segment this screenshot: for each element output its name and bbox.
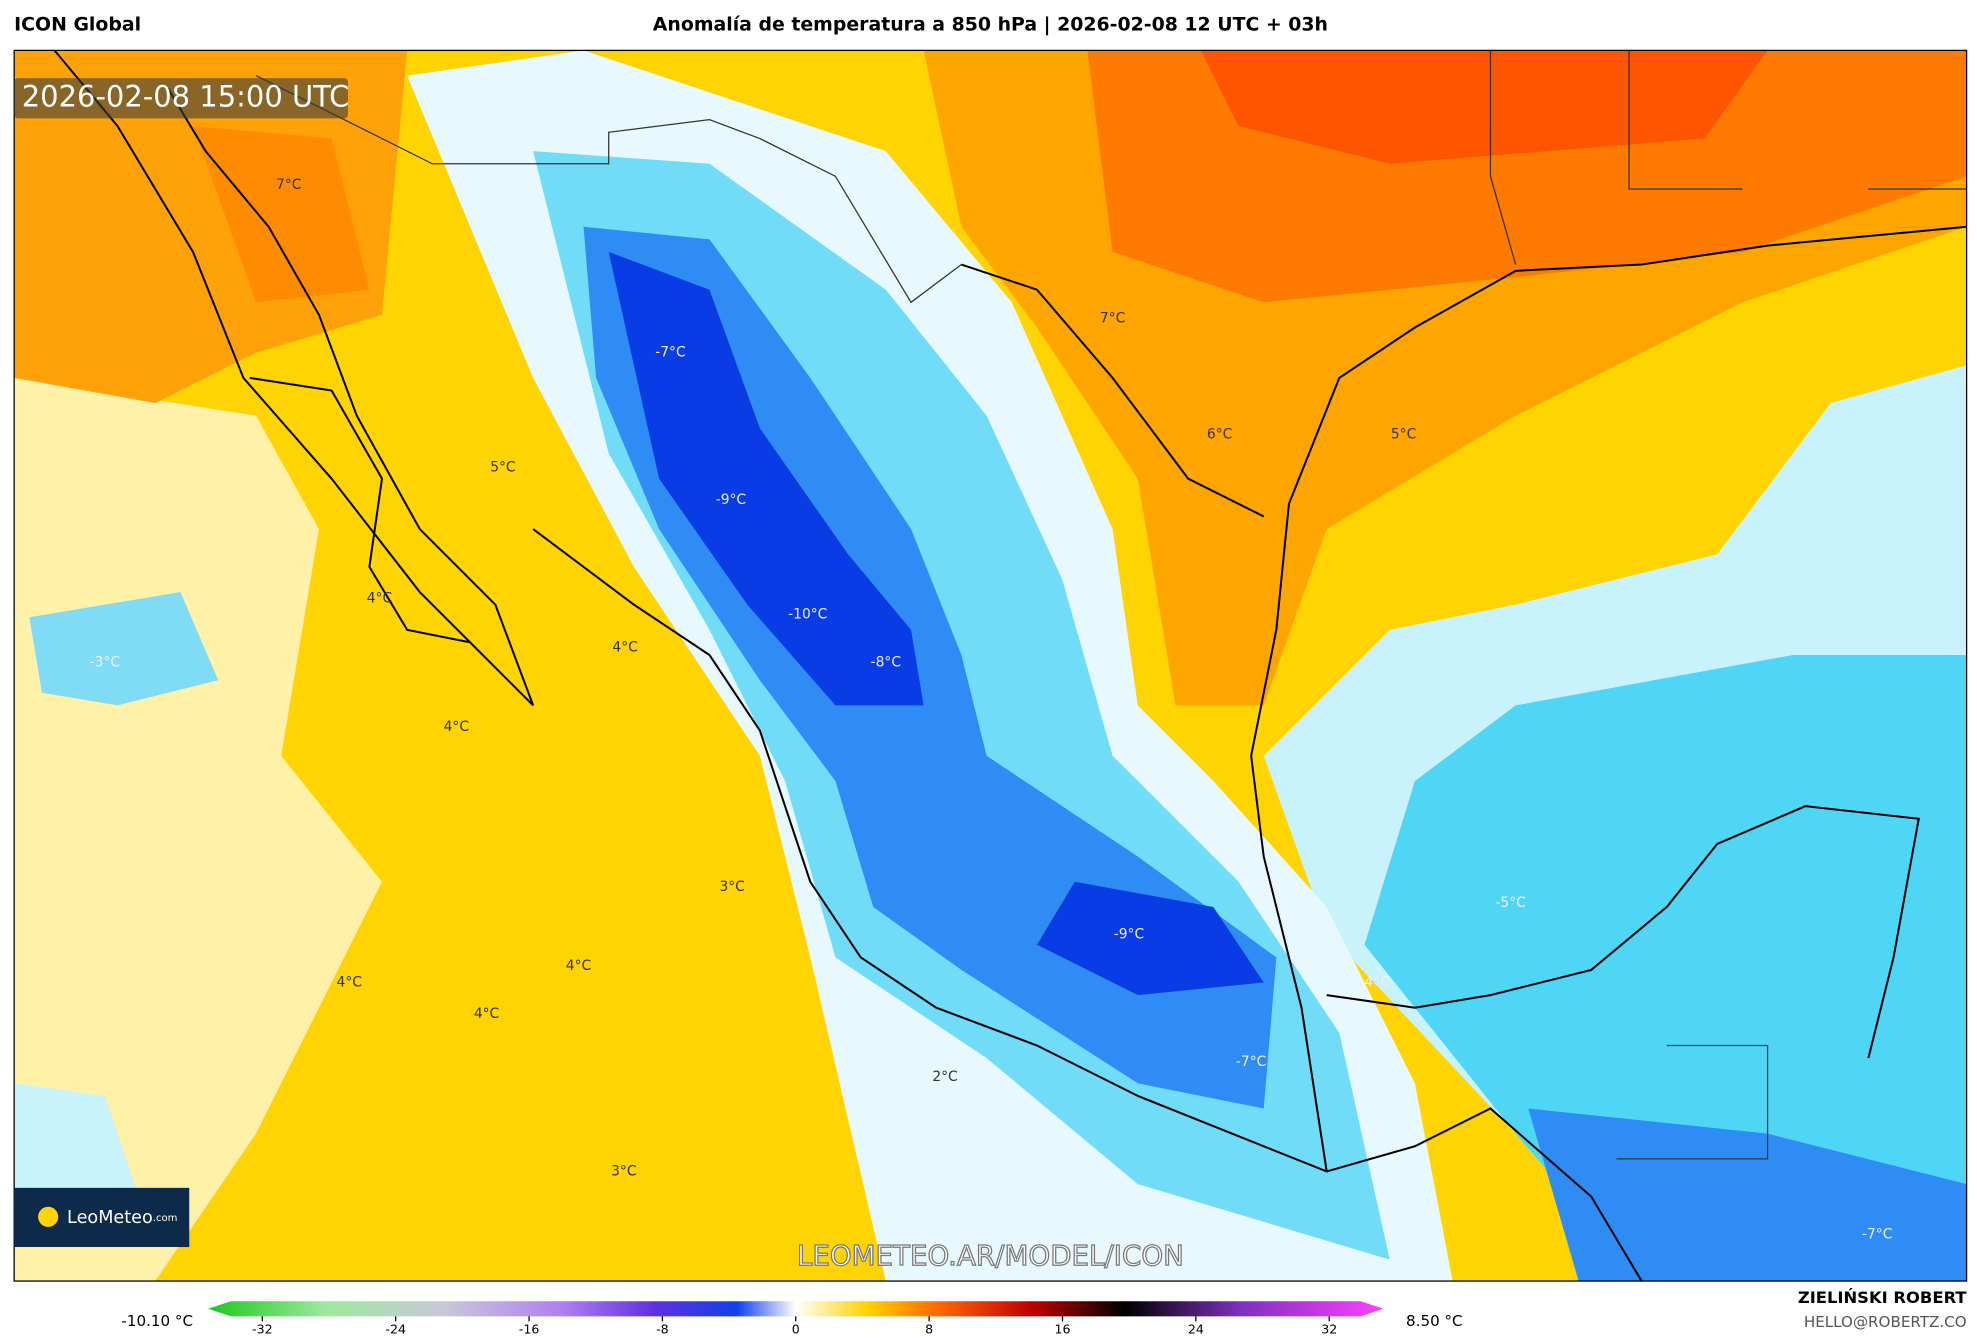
temperature-label: -7°C — [655, 345, 685, 361]
temperature-label: 2°C — [932, 1069, 957, 1085]
field — [193, 125, 370, 303]
temperature-label: 4°C — [337, 975, 362, 991]
temperature-label: -3°C — [90, 655, 120, 671]
temperature-label: -9°C — [1114, 927, 1144, 943]
colorbar-tick-label: -8 — [656, 1322, 669, 1337]
temperature-label: 3°C — [719, 879, 744, 895]
field — [608, 251, 1264, 996]
colorbar-tick-label: 32 — [1321, 1322, 1337, 1337]
temperature-label: 5°C — [490, 459, 515, 475]
coastline — [53, 50, 1967, 1282]
field — [29, 592, 219, 706]
colorbar-tick-label: 16 — [1054, 1322, 1070, 1337]
colorbar-tick-label: 24 — [1188, 1322, 1204, 1337]
field — [14, 1083, 143, 1210]
map-frame — [13, 49, 1968, 1282]
field — [1364, 655, 1967, 1282]
watermark: LEOMETEO.AR/MODEL/ICON — [797, 1239, 1184, 1272]
temperature-label: -7°C — [1862, 1226, 1892, 1242]
colorbar-tick-label: -16 — [519, 1322, 540, 1337]
temperature-label: 7°C — [1100, 311, 1125, 327]
temperature-label: 4°C — [367, 590, 392, 606]
temperature-label: -4°C — [1359, 975, 1389, 991]
email: HELLO@ROBERTZ.CO — [1804, 1313, 1967, 1331]
border — [255, 50, 1967, 1160]
colorbar-ticks: -32 -24 -16 -8 0 8 16 24 32 — [252, 1316, 1337, 1337]
temperature-label: 5°C — [1391, 427, 1416, 443]
temperature-label: 4°C — [566, 958, 591, 974]
logo-sun — [38, 1206, 59, 1227]
colorbar-tick-label: -32 — [252, 1322, 273, 1337]
colorbar-max: 8.50 °C — [1406, 1312, 1463, 1330]
author: ZIELIŃSKI ROBERT — [1798, 1288, 1968, 1307]
logo-text: LeoMeteo — [67, 1208, 153, 1228]
colorbar-tick-label: 8 — [925, 1322, 933, 1337]
logo-suffix: .com — [153, 1213, 178, 1224]
timestamp-box — [14, 78, 348, 119]
temperature-label: -5°C — [1495, 895, 1525, 911]
temperature-label: -9°C — [716, 492, 746, 508]
temperature-label: -8°C — [871, 655, 901, 671]
colorbar — [208, 1301, 1384, 1317]
temperature-label: 7°C — [276, 177, 301, 193]
map-title: Anomalía de temperatura a 850 hPa | 2026… — [653, 14, 1328, 36]
temperature-label: 6°C — [1207, 427, 1232, 443]
model-name: ICON Global — [14, 14, 141, 36]
temperature-label: 4°C — [612, 639, 637, 655]
temperature-label: -10°C — [788, 607, 827, 623]
map — [14, 50, 1967, 1282]
logo: LeoMeteo.com — [67, 1208, 177, 1228]
field — [14, 377, 382, 1282]
field — [1200, 50, 1768, 164]
temperature-label: 3°C — [611, 1163, 636, 1179]
timestamp: 2026-02-08 15:00 UTC — [22, 79, 350, 113]
temperature-label: 4°C — [444, 719, 469, 735]
temperature-label: -7°C — [1236, 1054, 1266, 1070]
field — [1528, 1108, 1967, 1282]
temperature-label: 4°C — [474, 1006, 499, 1022]
colorbar-tick-label: 0 — [792, 1322, 800, 1337]
colorbar-tick-label: -24 — [385, 1322, 406, 1337]
colorbar-min: -10.10 °C — [121, 1312, 193, 1330]
temperature-labels: 7°C 7°C -7°C 6°C 5°C 5°C -9°C 4°C -3°C -10°C -8°C 4… — [90, 177, 1893, 1242]
